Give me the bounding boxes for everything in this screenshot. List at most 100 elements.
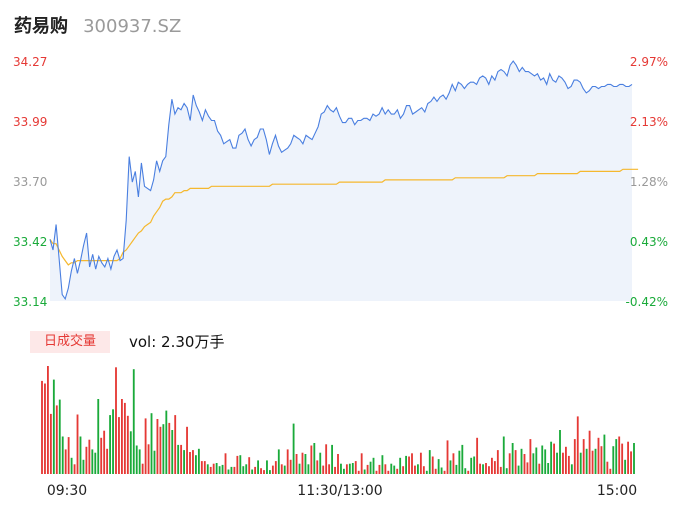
volume-bar — [263, 470, 265, 474]
volume-bar — [493, 461, 496, 474]
volume-bar — [473, 456, 476, 474]
volume-bar — [597, 437, 600, 474]
volume-bar — [180, 444, 183, 474]
volume-bar — [446, 440, 449, 474]
volume-bar — [301, 452, 304, 474]
volume-label: 日成交量 — [30, 331, 110, 353]
volume-bar — [94, 452, 97, 474]
avg-price-line — [49, 168, 639, 266]
volume-bar — [233, 466, 236, 474]
volume-bar — [458, 450, 461, 474]
volume-bar — [345, 464, 348, 474]
volume-bar — [381, 455, 384, 474]
volume-bar — [292, 423, 295, 474]
volume-bar — [544, 449, 547, 474]
volume-bar — [405, 455, 407, 474]
volume-bar — [310, 445, 313, 474]
volume-bar — [254, 466, 257, 474]
volume-bar — [73, 464, 76, 474]
volume-bar — [236, 455, 239, 474]
y-tick-left: 33.70 — [13, 175, 47, 189]
volume-bar — [186, 426, 188, 474]
volume-bar — [112, 409, 114, 474]
volume-bar — [393, 465, 396, 474]
volume-bar — [431, 456, 434, 474]
volume-bar — [396, 468, 399, 474]
volume-bar — [585, 448, 588, 474]
y-tick-left: 33.14 — [13, 295, 47, 309]
volume-bar — [553, 443, 555, 474]
volume-bar — [61, 436, 64, 474]
volume-bar — [85, 446, 88, 474]
volume-bar — [192, 450, 194, 474]
volume-bar — [230, 466, 233, 474]
volume-bar — [189, 452, 191, 474]
volume-bar — [132, 369, 135, 474]
volume-bar — [502, 436, 505, 474]
volume-bar — [162, 424, 165, 474]
volume-bar — [55, 405, 58, 474]
volume-bar — [437, 459, 440, 474]
volume-bar — [319, 452, 322, 474]
volume-bar — [517, 465, 520, 474]
volume-bar — [390, 463, 393, 474]
volume-bar — [76, 414, 79, 474]
volume-bar — [612, 446, 615, 474]
volume-bar — [126, 415, 129, 474]
stock-header: 药易购 300937.SZ — [14, 12, 181, 38]
volume-bar — [147, 444, 150, 474]
x-tick: 15:00 — [597, 483, 637, 499]
volume-bar — [567, 455, 570, 474]
volume-bar — [121, 399, 123, 474]
volume-bar — [280, 464, 283, 474]
volume-readout: vol: 2.30万手 — [129, 331, 224, 353]
volume-bar — [289, 459, 292, 474]
y-tick-left: 33.99 — [13, 115, 47, 129]
volume-bar — [106, 448, 109, 474]
volume-bar — [360, 453, 363, 474]
volume-bar — [100, 437, 103, 474]
volume-bar — [70, 457, 73, 474]
y-tick-right: 2.13% — [630, 115, 668, 129]
volume-bar — [171, 430, 174, 474]
y-tick-right: 2.97% — [630, 55, 668, 69]
volume-bar — [183, 450, 185, 474]
volume-bar — [245, 464, 248, 474]
y-tick-left: 33.42 — [13, 235, 47, 249]
volume-bar — [570, 464, 573, 474]
volume-bar — [491, 457, 493, 474]
volume-bar — [600, 446, 603, 474]
volume-bar — [582, 439, 585, 474]
volume-bar — [257, 460, 259, 474]
volume-bar — [496, 450, 499, 474]
volume-bar — [322, 465, 325, 474]
volume-bar — [156, 419, 159, 474]
volume-bar — [535, 447, 538, 474]
volume-bar — [633, 443, 635, 474]
volume-bar — [203, 461, 206, 474]
volume-bar — [328, 464, 331, 474]
volume-bar — [402, 466, 405, 474]
volume-bar — [348, 463, 351, 474]
volume-bar — [411, 453, 413, 474]
y-tick-right: 1.28% — [630, 175, 668, 189]
volume-bar — [304, 454, 307, 474]
volume-bar — [150, 413, 153, 474]
volume-bar — [88, 439, 91, 474]
volume-bar — [485, 463, 487, 474]
volume-bar — [340, 463, 342, 474]
volume-bar — [271, 465, 274, 474]
volume-bar — [354, 461, 357, 474]
volume-bar — [197, 448, 200, 474]
volume-bar — [206, 464, 209, 474]
y-tick-right: 0.43% — [630, 235, 668, 249]
volume-bar — [242, 466, 245, 474]
price-area — [50, 61, 632, 301]
volume-bar — [470, 457, 473, 474]
volume-bar — [529, 439, 532, 474]
volume-bar — [248, 457, 251, 474]
volume-bar — [428, 450, 431, 474]
volume-bar — [399, 457, 402, 474]
volume-bar — [325, 444, 328, 474]
